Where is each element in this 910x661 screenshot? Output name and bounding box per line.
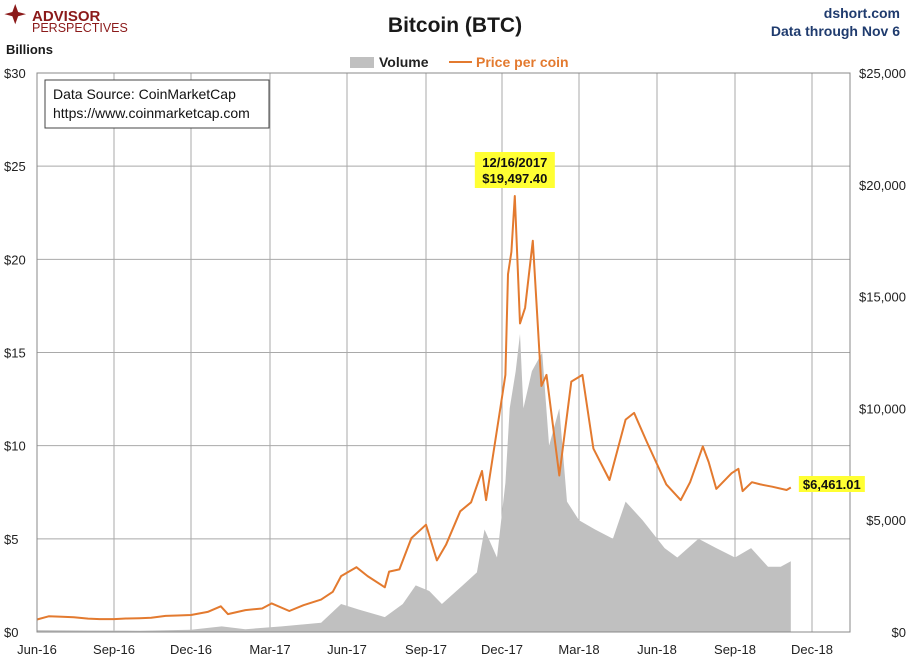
- data-through: Data through Nov 6: [771, 23, 900, 39]
- y-right-tick-label: $10,000: [859, 401, 906, 416]
- y-left-tick-label: $5: [4, 532, 18, 547]
- x-tick-label: Dec-16: [170, 642, 212, 657]
- y-right-tick-label: $25,000: [859, 66, 906, 81]
- legend-swatch-volume: [350, 57, 374, 68]
- legend-label-price: Price per coin: [476, 54, 569, 70]
- x-tick-label: Jun-18: [637, 642, 677, 657]
- y-left-ticks: $0 $5 $10 $15 $20 $25 $30: [4, 66, 26, 640]
- y-left-tick-label: $25: [4, 159, 26, 174]
- advisor-perspectives-logo: ADVISOR PERSPECTIVES: [4, 4, 128, 35]
- plot-frame: [36, 72, 851, 633]
- volume-layer: [37, 333, 791, 632]
- y-right-tick-label: $5,000: [866, 513, 906, 528]
- x-tick-label: Sep-17: [405, 642, 447, 657]
- price-layer: [36, 195, 792, 621]
- legend-label-volume: Volume: [379, 54, 429, 70]
- x-ticks: Jun-16 Sep-16 Dec-16 Mar-17 Jun-17 Sep-17 Dec-…: [17, 642, 833, 657]
- price-line: [36, 195, 792, 621]
- y-right-tick-label: $20,000: [859, 178, 906, 193]
- peak-annotation-box: [474, 152, 555, 188]
- y-left-tick-label: $10: [4, 439, 26, 454]
- data-source-box: Data Source: CoinMarketCap https://www.c…: [44, 79, 270, 129]
- source-box-frame: [44, 79, 270, 129]
- latest-annotation-box: [798, 476, 865, 492]
- y-left-tick-label: $0: [4, 625, 18, 640]
- x-tick-label: Dec-17: [481, 642, 523, 657]
- y-right-tick-label: $15,000: [859, 290, 906, 305]
- x-tick-label: Sep-16: [93, 642, 135, 657]
- y-left-tick-label: $15: [4, 346, 26, 361]
- latest-annotation-text: $6,461.01: [803, 477, 861, 492]
- compass-icon: [4, 4, 27, 25]
- y-right-ticks: $0 $5,000 $10,000 $15,000 $20,000 $25,000: [859, 66, 906, 640]
- y-left-tick-label: $20: [4, 252, 26, 267]
- x-tick-label: Dec-18: [791, 642, 833, 657]
- y-left-tick-label: $30: [4, 66, 26, 81]
- x-tick-label: Mar-18: [558, 642, 599, 657]
- volume-area: [37, 333, 791, 632]
- legend: Volume Price per coin: [350, 54, 569, 70]
- source-box-line2: https://www.coinmarketcap.com: [53, 105, 250, 121]
- brand-line1: ADVISOR: [32, 8, 101, 25]
- brand-line2: PERSPECTIVES: [32, 21, 128, 35]
- y-right-tick-label: $0: [892, 625, 906, 640]
- y-left-label: Billions: [6, 42, 53, 57]
- annotations: 12/16/2017$19,497.40 $6,461.01: [474, 152, 865, 492]
- source-site: dshort.com: [824, 5, 900, 21]
- peak-annotation-text: $19,497.40: [482, 171, 547, 186]
- chart-title: Bitcoin (BTC): [388, 14, 522, 37]
- x-tick-label: Jun-17: [327, 642, 367, 657]
- x-tick-label: Jun-16: [17, 642, 57, 657]
- x-tick-label: Sep-18: [714, 642, 756, 657]
- x-tick-label: Mar-17: [249, 642, 290, 657]
- source-box-line1: Data Source: CoinMarketCap: [53, 86, 236, 102]
- peak-annotation-text: 12/16/2017: [482, 155, 547, 170]
